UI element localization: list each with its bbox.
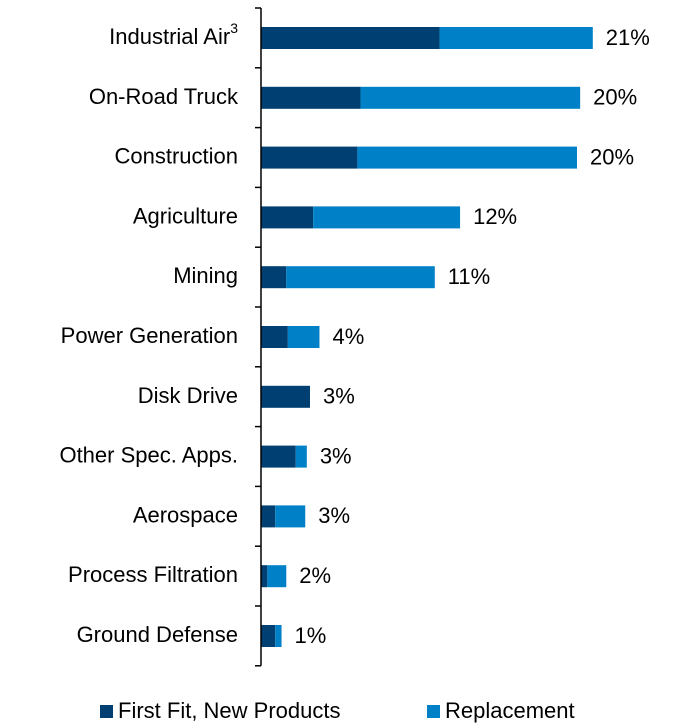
bar-segment bbox=[286, 266, 435, 289]
value-label: 1% bbox=[295, 623, 327, 648]
bar-segment bbox=[261, 505, 276, 528]
value-label: 12% bbox=[473, 204, 517, 229]
category-label: Other Spec. Apps. bbox=[59, 442, 238, 467]
bar-segment bbox=[267, 565, 287, 588]
category-label: Agriculture bbox=[133, 203, 238, 228]
category-text: Aerospace bbox=[133, 502, 238, 527]
legend-swatch bbox=[427, 705, 440, 718]
category-text: Industrial Air bbox=[109, 24, 230, 49]
legend-swatch bbox=[100, 705, 113, 718]
value-label: 2% bbox=[299, 563, 331, 588]
value-label: 3% bbox=[320, 443, 352, 468]
category-label: Process Filtration bbox=[68, 562, 238, 587]
value-label: 4% bbox=[332, 324, 364, 349]
footnote-mark: 3 bbox=[230, 20, 238, 36]
value-label: 3% bbox=[323, 384, 355, 409]
value-label: 20% bbox=[593, 85, 637, 110]
bar-segment bbox=[261, 266, 287, 289]
category-text: Mining bbox=[173, 263, 238, 288]
category-text: Disk Drive bbox=[138, 383, 238, 408]
bar-segment bbox=[360, 86, 581, 109]
bar-segment bbox=[261, 445, 296, 468]
value-label: 3% bbox=[318, 503, 350, 528]
bar-segment bbox=[261, 86, 361, 109]
category-text: Process Filtration bbox=[68, 562, 238, 587]
legend-label: First Fit, New Products bbox=[118, 698, 340, 723]
category-text: Power Generation bbox=[61, 323, 238, 348]
category-text: Ground Defense bbox=[77, 622, 238, 647]
bar-segment bbox=[261, 625, 276, 647]
bar-segment bbox=[261, 146, 358, 169]
category-label: Disk Drive bbox=[138, 383, 238, 408]
category-label: Mining bbox=[173, 263, 238, 288]
bar-segment bbox=[357, 146, 577, 169]
bar-segment bbox=[261, 206, 314, 229]
category-label: Ground Defense bbox=[77, 622, 238, 647]
value-label: 21% bbox=[606, 25, 650, 50]
bar-segment bbox=[261, 27, 440, 49]
bar-segment bbox=[287, 326, 320, 348]
category-label: Aerospace bbox=[133, 502, 238, 527]
category-text: Agriculture bbox=[133, 203, 238, 228]
category-label: On-Road Truck bbox=[89, 84, 239, 109]
value-label: 20% bbox=[590, 144, 634, 169]
bar-segment bbox=[275, 505, 306, 528]
category-label: Industrial Air3 bbox=[109, 20, 238, 49]
bar-segment bbox=[261, 385, 310, 408]
bar-segment bbox=[439, 27, 593, 49]
category-text: On-Road Truck bbox=[89, 84, 239, 109]
category-text: Construction bbox=[114, 143, 238, 168]
bar-segment bbox=[295, 445, 307, 468]
bar-segment bbox=[261, 326, 288, 348]
category-text: Other Spec. Apps. bbox=[59, 442, 238, 467]
value-label: 11% bbox=[448, 264, 490, 289]
category-label: Power Generation bbox=[61, 323, 238, 348]
bar-segment bbox=[313, 206, 461, 229]
bar-segment bbox=[275, 625, 282, 647]
legend-label: Replacement bbox=[445, 698, 575, 723]
category-label: Construction bbox=[114, 143, 238, 168]
bar-segment bbox=[261, 565, 268, 588]
